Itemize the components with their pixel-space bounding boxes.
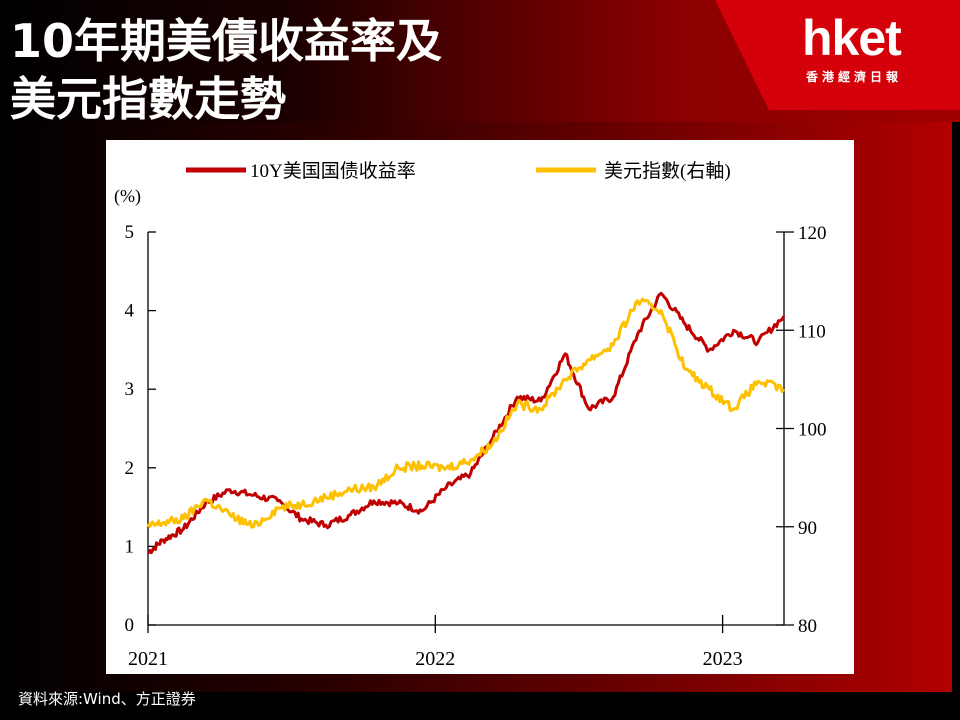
chart-container: 10Y美国国债收益率 美元指數(右軸) (%) 0 1 2 3 4 5 80 90 100 110…: [106, 140, 854, 674]
page-title-line1: 10年期美債收益率及: [10, 14, 443, 68]
page-title-line2: 美元指數走勢: [10, 72, 286, 126]
source-note: 資料來源:Wind、方正證券: [18, 690, 196, 708]
right-axis-tick-label: 120: [798, 223, 827, 244]
x-axis-tick-label: 2023: [703, 648, 743, 670]
hket-logo-subtext: 香港經濟日報: [806, 70, 903, 84]
dxy-series-line: [146, 297, 786, 529]
x-axis-tick-label: 2021: [128, 648, 168, 670]
page-title: 10年期美債收益率及 美元指數走勢: [10, 12, 530, 128]
chart-axes: 0 1 2 3 4 5 80 90 100 110 120 2021 2022 2023: [125, 222, 827, 670]
legend-label-dxy: 美元指數(右軸): [604, 160, 731, 182]
hket-logo: hket: [802, 10, 902, 66]
x-axis-tick-label: 2022: [415, 648, 455, 670]
left-axis-tick-label: 2: [125, 458, 135, 479]
chart-series: [146, 291, 786, 555]
legend-label-yield: 10Y美国国债收益率: [250, 160, 416, 182]
yield-series-line: [147, 291, 786, 555]
left-axis-unit: (%): [114, 186, 141, 207]
left-axis-tick-label: 3: [125, 379, 135, 400]
left-axis-tick-label: 0: [125, 615, 135, 636]
right-axis-tick-label: 100: [798, 420, 827, 441]
right-axis-tick-label: 80: [798, 616, 817, 637]
left-axis-tick-label: 4: [125, 301, 135, 322]
chart-legend: 10Y美国国债收益率 美元指數(右軸): [186, 160, 731, 182]
left-axis-tick-label: 1: [125, 536, 135, 557]
right-axis-tick-label: 90: [798, 518, 817, 539]
left-axis-tick-label: 5: [125, 222, 135, 243]
chart-svg: 10Y美国国债收益率 美元指數(右軸) (%) 0 1 2 3 4 5 80 90 100 110…: [114, 160, 827, 670]
right-axis-tick-label: 110: [798, 321, 826, 342]
